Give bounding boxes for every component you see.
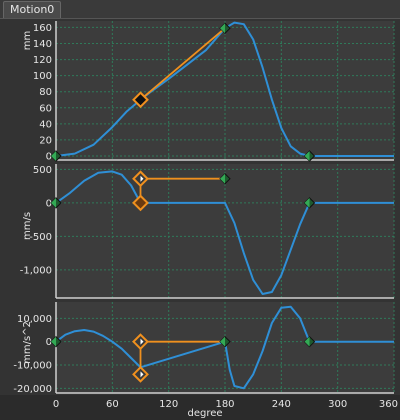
y-tick-label: 160 xyxy=(33,23,52,34)
x-tick-label: 360 xyxy=(379,399,398,410)
keypoint-marker-fill xyxy=(140,371,144,378)
x-tick-label: 120 xyxy=(159,399,178,410)
keypoint-marker-fill xyxy=(304,336,310,347)
keypoint-marker-fill xyxy=(304,197,310,208)
keypoint-marker-fill xyxy=(304,150,310,161)
series-curve xyxy=(55,305,394,390)
keypoint-marker-fill xyxy=(51,150,56,161)
y-axis-label: mm xyxy=(22,31,33,50)
x-axis-label: degree xyxy=(187,408,222,419)
y-tick-label: 40 xyxy=(39,119,52,130)
x-tick-label: 240 xyxy=(272,399,291,410)
y-tick-label: 120 xyxy=(33,55,52,66)
x-tick-label: 60 xyxy=(106,399,119,410)
series-curve xyxy=(55,170,394,295)
tab-bar: Motion0 xyxy=(0,0,400,19)
y-tick-label: 100 xyxy=(33,71,52,82)
acceleration-panel[interactable]: 10,000 0 -10,000 -20,000 mm/s^2 0 60 120 180 240 3… xyxy=(0,300,400,419)
tab-motion0[interactable]: Motion0 xyxy=(3,1,62,18)
y-tick-label: -500 xyxy=(29,232,52,243)
keypoint-marker-fill xyxy=(140,175,144,182)
keypoint-marker-fill xyxy=(220,23,225,34)
y-axis-label: mm/s^2 xyxy=(22,321,33,364)
keypoint-marker-orange[interactable] xyxy=(132,194,149,212)
keypoint-marker-fill xyxy=(51,336,56,347)
x-tick-label: 180 xyxy=(215,399,234,410)
x-tick-label: 300 xyxy=(328,399,347,410)
y-tick-label: 20 xyxy=(39,135,52,146)
keypoint-marker-fill xyxy=(51,197,56,208)
y-tick-label: -10,000 xyxy=(13,361,52,372)
y-axis-label: mm/s xyxy=(22,212,33,240)
y-tick-label: 500 xyxy=(33,165,52,176)
y-tick-label: 80 xyxy=(39,87,52,98)
keypoint-marker-fill xyxy=(140,338,144,345)
x-tick-label: 0 xyxy=(53,399,59,410)
y-tick-label: -20,000 xyxy=(13,384,52,395)
y-tick-label: -1,000 xyxy=(20,265,52,276)
series-curve xyxy=(55,21,394,157)
y-tick-label: 0 xyxy=(46,198,52,209)
velocity-panel[interactable]: 500 0 -500 -1,000 mm/s xyxy=(0,162,400,300)
y-tick-label: 140 xyxy=(33,39,52,50)
y-tick-label: 10,000 xyxy=(17,314,52,325)
y-tick-label: 0 xyxy=(46,151,52,162)
series-highlight-segment xyxy=(139,27,226,101)
keypoint-marker-fill xyxy=(220,336,225,347)
y-tick-label: 0 xyxy=(46,337,52,348)
keypoint-marker-fill xyxy=(220,173,225,184)
y-tick-label: 60 xyxy=(39,103,52,114)
selected-keypoint-marker[interactable] xyxy=(132,91,149,109)
velocity-plot-area xyxy=(56,164,394,298)
